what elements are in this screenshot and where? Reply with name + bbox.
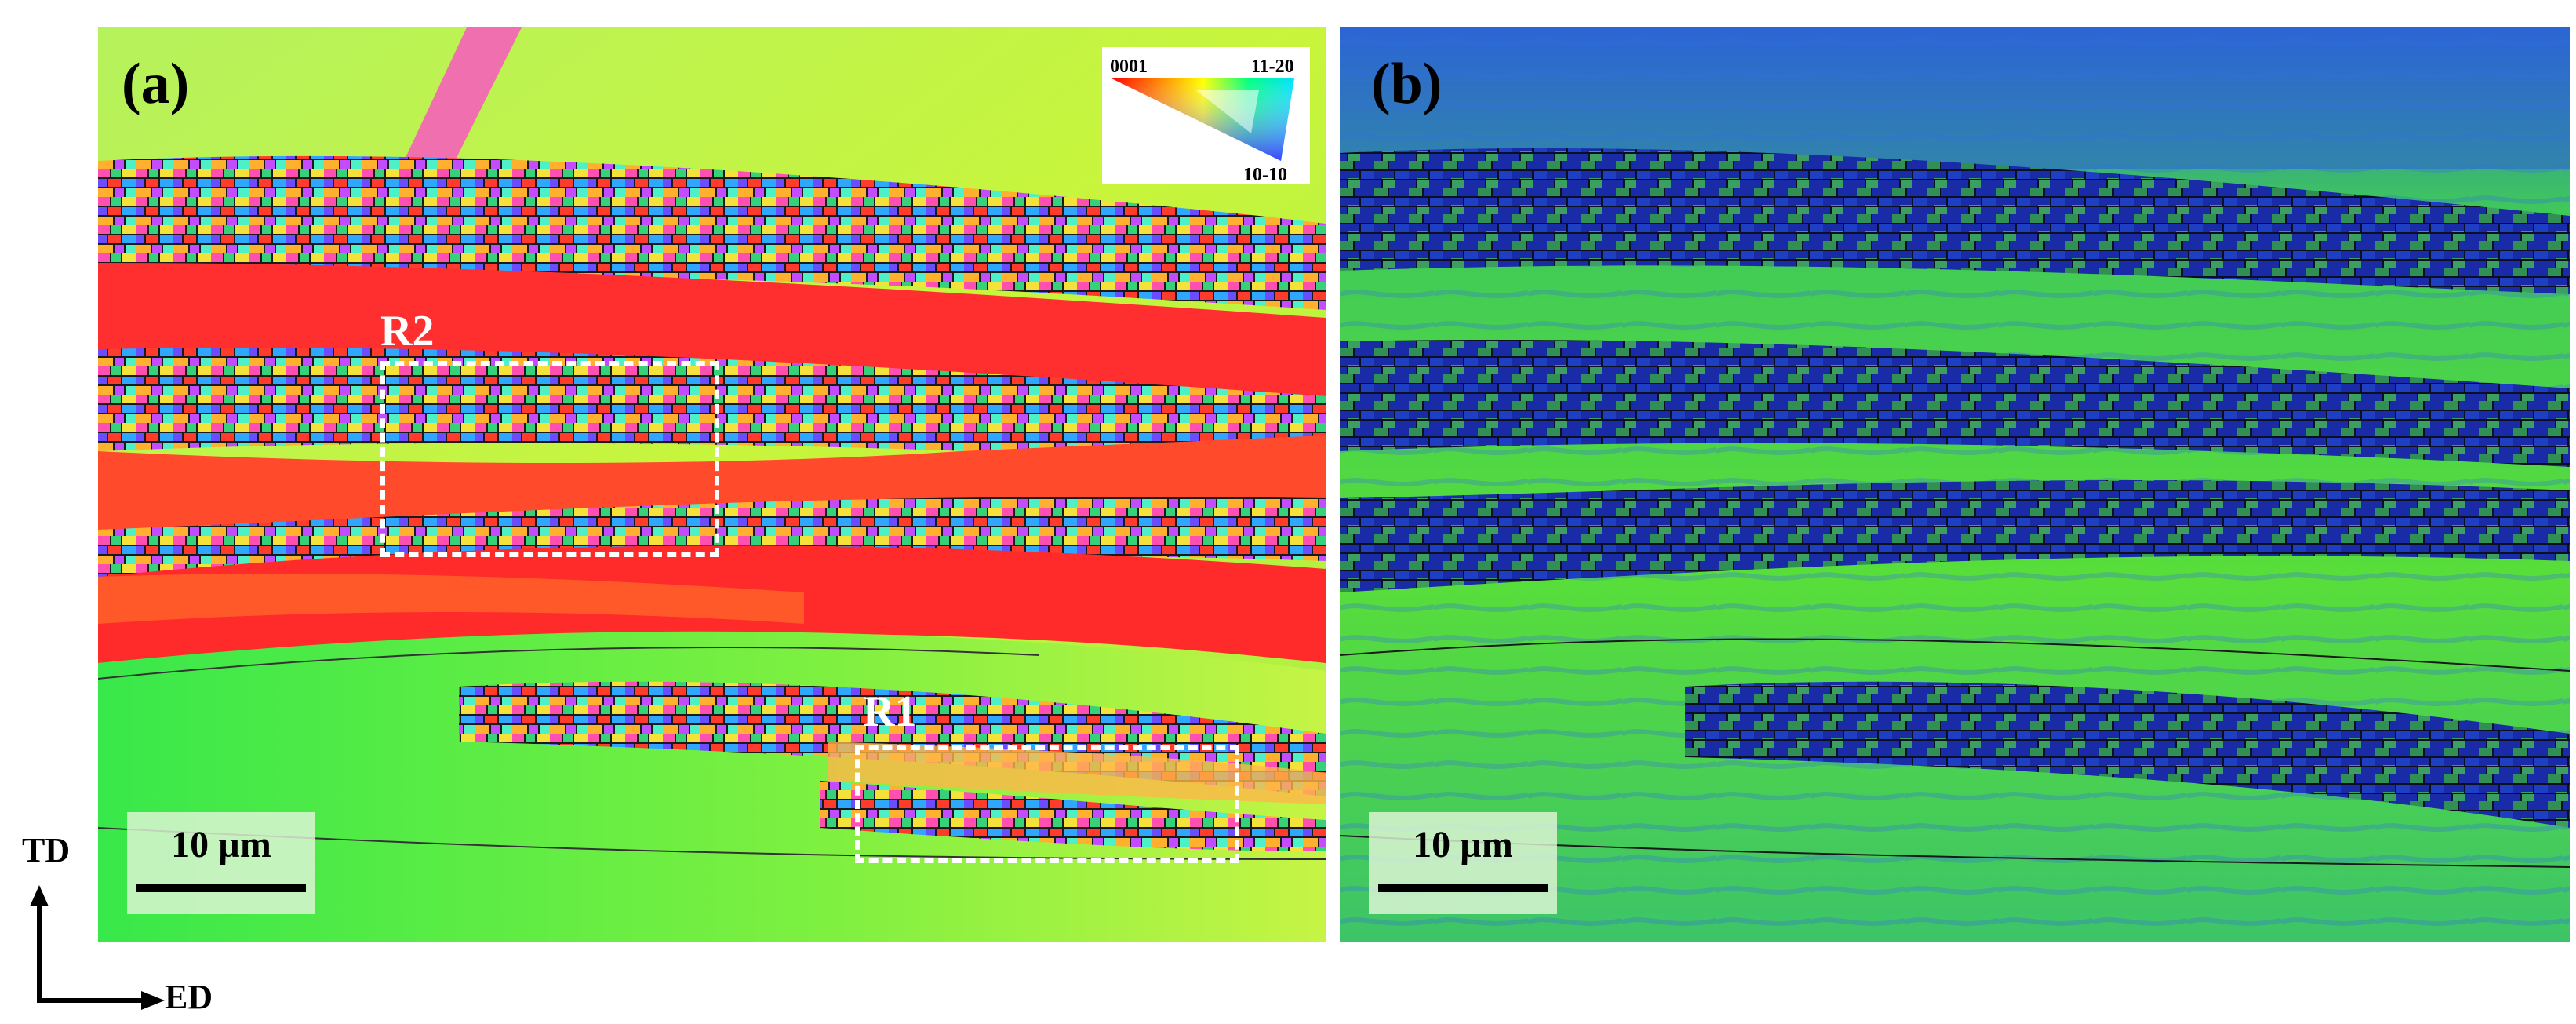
panel-b-label: (b)	[1371, 52, 1443, 116]
scale-bar-a-line	[136, 884, 306, 892]
arrow-right-icon	[141, 991, 165, 1010]
axis-indicator	[30, 885, 165, 1010]
region-r1-box	[855, 745, 1239, 863]
region-r2-label: R2	[380, 307, 435, 355]
ipf-corner-11-20: 11-20	[1251, 56, 1294, 77]
axis-label-td: TD	[22, 831, 71, 869]
scale-bar-b: 10 µm	[1369, 812, 1557, 914]
axis-label-ed: ED	[165, 978, 213, 1016]
scale-bar-b-line	[1378, 884, 1548, 892]
kam-map-panel: (b) 10 µm	[1340, 27, 2570, 942]
panel-a-label: (a)	[122, 52, 190, 116]
ipf-corner-10-10: 10-10	[1243, 165, 1287, 184]
region-r2-box	[380, 361, 719, 557]
ipf-map-panel: (a) 0001 11-20 10-10 R2	[98, 27, 1326, 942]
scale-bar-a-label: 10 µm	[171, 824, 271, 865]
scale-bar-a: 10 µm	[127, 812, 315, 914]
arrow-up-icon	[30, 885, 49, 906]
kam-map-image	[1340, 27, 2570, 942]
scale-bar-b-label: 10 µm	[1413, 824, 1513, 865]
ipf-corner-0001: 0001	[1110, 56, 1148, 77]
ipf-triangle-icon: 0001 11-20 10-10	[1110, 56, 1294, 184]
ipf-color-key: 0001 11-20 10-10	[1102, 47, 1310, 184]
region-r1-label: R1	[863, 687, 917, 736]
